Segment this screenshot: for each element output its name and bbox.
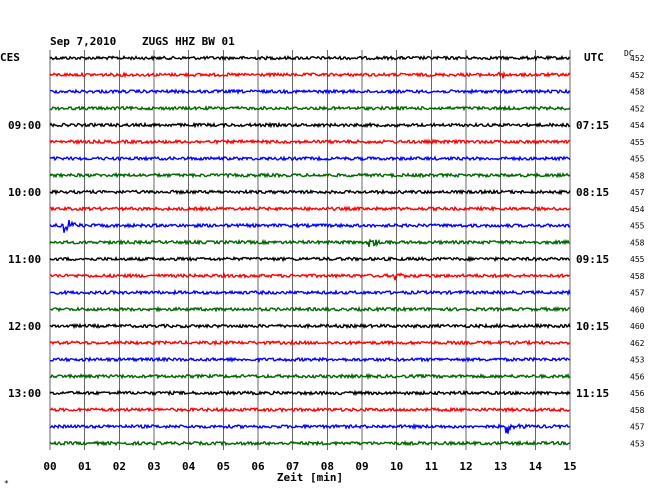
dc-offset-label: 452 <box>630 104 645 113</box>
dc-offset-label: 458 <box>630 272 645 281</box>
x-tick-label: 04 <box>182 460 196 473</box>
right-time-label: 11:15 <box>576 387 609 400</box>
x-tick-label: 09 <box>355 460 368 473</box>
dc-offset-label: 455 <box>630 255 645 264</box>
station-label: ZUGS HHZ BW 01 <box>142 35 235 48</box>
dc-offset-label: 452 <box>630 71 645 80</box>
x-axis-label: Zeit [min] <box>277 471 343 484</box>
trace-3 <box>49 104 571 112</box>
dc-offset-label: 458 <box>630 171 645 180</box>
x-tick-label: 08 <box>321 460 334 473</box>
x-tick-label: 06 <box>251 460 265 473</box>
trace-19 <box>49 372 571 380</box>
dc-offset-label: 458 <box>630 238 645 247</box>
x-tick-label: 10 <box>390 460 403 473</box>
trace-17 <box>49 339 571 346</box>
right-timezone-label: UTC <box>584 51 604 64</box>
x-tick-label: 12 <box>459 460 472 473</box>
x-tick-label: 15 <box>563 460 576 473</box>
dc-offset-label: 460 <box>630 322 645 331</box>
trace-20 <box>49 389 571 397</box>
trace-9 <box>49 205 571 213</box>
x-tick-label: 07 <box>286 460 299 473</box>
trace-23 <box>49 439 571 447</box>
dc-offset-label: 453 <box>630 439 645 448</box>
dc-offset-label: 457 <box>630 423 645 432</box>
trace-5 <box>49 138 571 146</box>
trace-8 <box>49 188 571 196</box>
dc-offset-label: 456 <box>630 372 645 381</box>
dc-offset-label: 462 <box>630 339 645 348</box>
dc-offset-label: 457 <box>630 188 645 197</box>
left-timezone-label: CES <box>0 51 20 64</box>
trace-14 <box>49 289 571 296</box>
x-tick-label: 03 <box>147 460 160 473</box>
trace-6 <box>49 155 571 162</box>
dc-offset-label: 453 <box>630 356 645 365</box>
left-time-labels: 09:00 10:00 11:00 12:00 13:00 <box>8 119 41 400</box>
grid-lines <box>49 50 571 450</box>
dc-offset-label: 457 <box>630 289 645 298</box>
dc-offset-label: 455 <box>630 155 645 164</box>
trace-15 <box>49 305 571 313</box>
trace-7 <box>49 171 571 179</box>
trace-12 <box>49 255 571 263</box>
corner-mark: * <box>4 479 9 488</box>
dc-offset-label: 454 <box>630 121 645 130</box>
dc-offset-label: 455 <box>630 138 645 147</box>
x-tick-label: 01 <box>78 460 92 473</box>
trace-1 <box>49 70 571 79</box>
x-tick-label: 13 <box>494 460 507 473</box>
traces <box>49 54 571 447</box>
right-time-label: 10:15 <box>576 320 609 333</box>
trace-21 <box>49 406 571 414</box>
trace-22 <box>49 422 571 434</box>
right-time-label: 07:15 <box>576 119 609 132</box>
trace-10 <box>49 220 571 233</box>
trace-13 <box>49 272 571 281</box>
x-tick-label: 05 <box>217 460 230 473</box>
left-time-label: 12:00 <box>8 320 41 333</box>
dc-offset-label: 460 <box>630 305 645 314</box>
right-time-labels: 07:15 08:15 09:15 10:15 11:15 <box>576 119 609 400</box>
x-tick-label: 02 <box>113 460 126 473</box>
trace-18 <box>49 356 571 363</box>
dc-offset-label: 452 <box>630 54 645 63</box>
trace-11 <box>49 238 571 248</box>
dc-offset-label: 456 <box>630 389 645 398</box>
left-time-label: 11:00 <box>8 253 41 266</box>
x-tick-labels: 00 01 02 03 04 05 06 07 08 09 10 11 12 13 14 15 <box>43 460 576 473</box>
trace-4 <box>49 121 571 129</box>
x-tick-label: 11 <box>425 460 439 473</box>
right-time-label: 09:15 <box>576 253 609 266</box>
left-time-label: 10:00 <box>8 186 41 199</box>
dc-offset-label: 455 <box>630 222 645 231</box>
dc-offset-label: 454 <box>630 205 645 214</box>
trace-2 <box>49 88 571 95</box>
date-label: Sep 7,2010 <box>50 35 116 48</box>
dc-header-label: DC <box>624 49 634 58</box>
dc-offset-label: 458 <box>630 88 645 97</box>
right-time-label: 08:15 <box>576 186 609 199</box>
dc-offset-labels: 452 452 458 452 454 455 455 458 457 454 455 458 455 4… <box>630 54 645 448</box>
trace-16 <box>49 322 571 330</box>
left-time-label: 13:00 <box>8 387 41 400</box>
left-time-label: 09:00 <box>8 119 41 132</box>
x-tick-label: 14 <box>529 460 543 473</box>
dc-offset-label: 458 <box>630 406 645 415</box>
x-tick-label: 00 <box>43 460 56 473</box>
trace-0 <box>49 54 571 62</box>
